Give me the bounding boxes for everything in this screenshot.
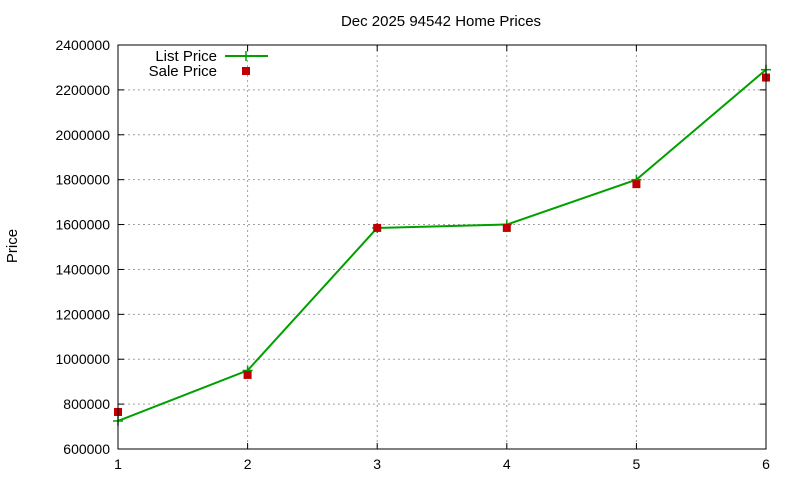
x-tick-label: 2 xyxy=(244,456,252,472)
x-tick-label: 6 xyxy=(762,456,770,472)
legend-swatch-marker xyxy=(241,51,251,61)
plot-series xyxy=(113,64,771,426)
data-point xyxy=(632,180,641,189)
legend-label: Sale Price xyxy=(149,63,217,80)
y-tick-label: 600000 xyxy=(63,441,110,457)
y-tick-label: 2200000 xyxy=(55,82,110,98)
y-tick-label: 2000000 xyxy=(55,127,110,143)
y-tick-label: 1200000 xyxy=(55,306,110,322)
y-tick-label: 1400000 xyxy=(55,261,110,277)
y-tick-label: 2400000 xyxy=(55,37,110,53)
series-0 xyxy=(113,64,771,426)
legend-label: List Price xyxy=(155,48,217,65)
plot-frame xyxy=(117,44,767,450)
y-tick-label: 1600000 xyxy=(55,217,110,233)
data-point xyxy=(502,223,511,232)
x-tick-label: 3 xyxy=(373,456,381,472)
y-tick-label: 1800000 xyxy=(55,172,110,188)
x-tick-label: 5 xyxy=(633,456,641,472)
y-tick-label: 1000000 xyxy=(55,351,110,367)
data-point xyxy=(243,370,252,379)
axis-ticks: 600000 800000 1000000 1200000 1400000 1600000… xyxy=(55,37,770,472)
legend-swatch-marker xyxy=(242,67,250,75)
data-point xyxy=(373,223,382,232)
x-tick-label: 1 xyxy=(114,456,122,472)
grid xyxy=(118,45,766,449)
series-line xyxy=(117,68,767,422)
y-axis-label: Price xyxy=(4,229,21,263)
series-1 xyxy=(114,73,770,416)
x-tick-label: 4 xyxy=(503,456,511,472)
y-tick-label: 800000 xyxy=(63,396,110,412)
chart-title: Dec 2025 94542 Home Prices xyxy=(341,13,541,30)
